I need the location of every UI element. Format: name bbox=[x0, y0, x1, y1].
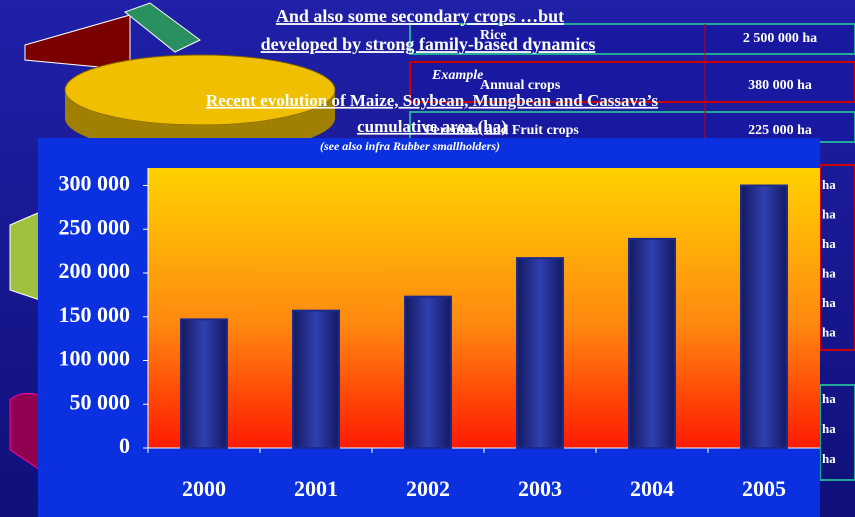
unit-label: ha bbox=[822, 295, 836, 310]
x-tick-label: 2000 bbox=[182, 476, 226, 501]
table-cell: Perennial and Fruit crops bbox=[425, 123, 579, 138]
x-tick-label: 2002 bbox=[406, 476, 450, 501]
x-tick-label: 2003 bbox=[518, 476, 562, 501]
unit-label: ha bbox=[822, 206, 836, 221]
y-tick-label: 150 000 bbox=[59, 302, 131, 327]
table-cell: Annual crops bbox=[480, 78, 561, 93]
chart-title: Recent evolution of Maize, Soybean, Mung… bbox=[206, 91, 659, 110]
bar bbox=[516, 257, 564, 449]
table-cell: 380 000 ha bbox=[748, 78, 812, 93]
heading: developed by strong family-based dynamic… bbox=[261, 34, 596, 54]
x-tick-label: 2005 bbox=[742, 476, 786, 501]
unit-label: ha bbox=[822, 421, 836, 436]
unit-label: ha bbox=[822, 177, 836, 192]
table-cell: 2 500 000 ha bbox=[743, 31, 817, 46]
example-label: Example bbox=[431, 68, 483, 83]
y-tick-label: 250 000 bbox=[59, 214, 131, 239]
unit-label: ha bbox=[822, 391, 836, 406]
unit-label: ha bbox=[822, 236, 836, 251]
y-tick-label: 100 000 bbox=[59, 346, 131, 371]
y-tick-label: 300 000 bbox=[59, 171, 131, 196]
pie-decorations bbox=[9, 2, 336, 471]
bar bbox=[180, 318, 228, 449]
chart-title: cumulative area (ha) bbox=[357, 117, 507, 136]
bar bbox=[628, 237, 676, 449]
bar bbox=[740, 184, 788, 449]
table-cell: Rice bbox=[480, 28, 506, 43]
unit-label: ha bbox=[822, 265, 836, 280]
x-tick-label: 2004 bbox=[630, 476, 674, 501]
y-tick-label: 50 000 bbox=[70, 389, 131, 414]
unit-label: ha bbox=[822, 324, 836, 339]
y-tick-label: 0 bbox=[119, 433, 130, 458]
y-tick-label: 200 000 bbox=[59, 258, 131, 283]
bar bbox=[404, 295, 452, 449]
plot-area bbox=[148, 168, 820, 448]
chart-subtitle: (see also infra Rubber smallholders) bbox=[320, 139, 500, 153]
bar bbox=[292, 309, 340, 449]
unit-label: ha bbox=[822, 451, 836, 466]
table bbox=[409, 23, 855, 481]
heading: And also some secondary crops …but bbox=[276, 6, 564, 26]
table-cell: 225 000 ha bbox=[748, 123, 812, 138]
x-tick-label: 2001 bbox=[294, 476, 338, 501]
